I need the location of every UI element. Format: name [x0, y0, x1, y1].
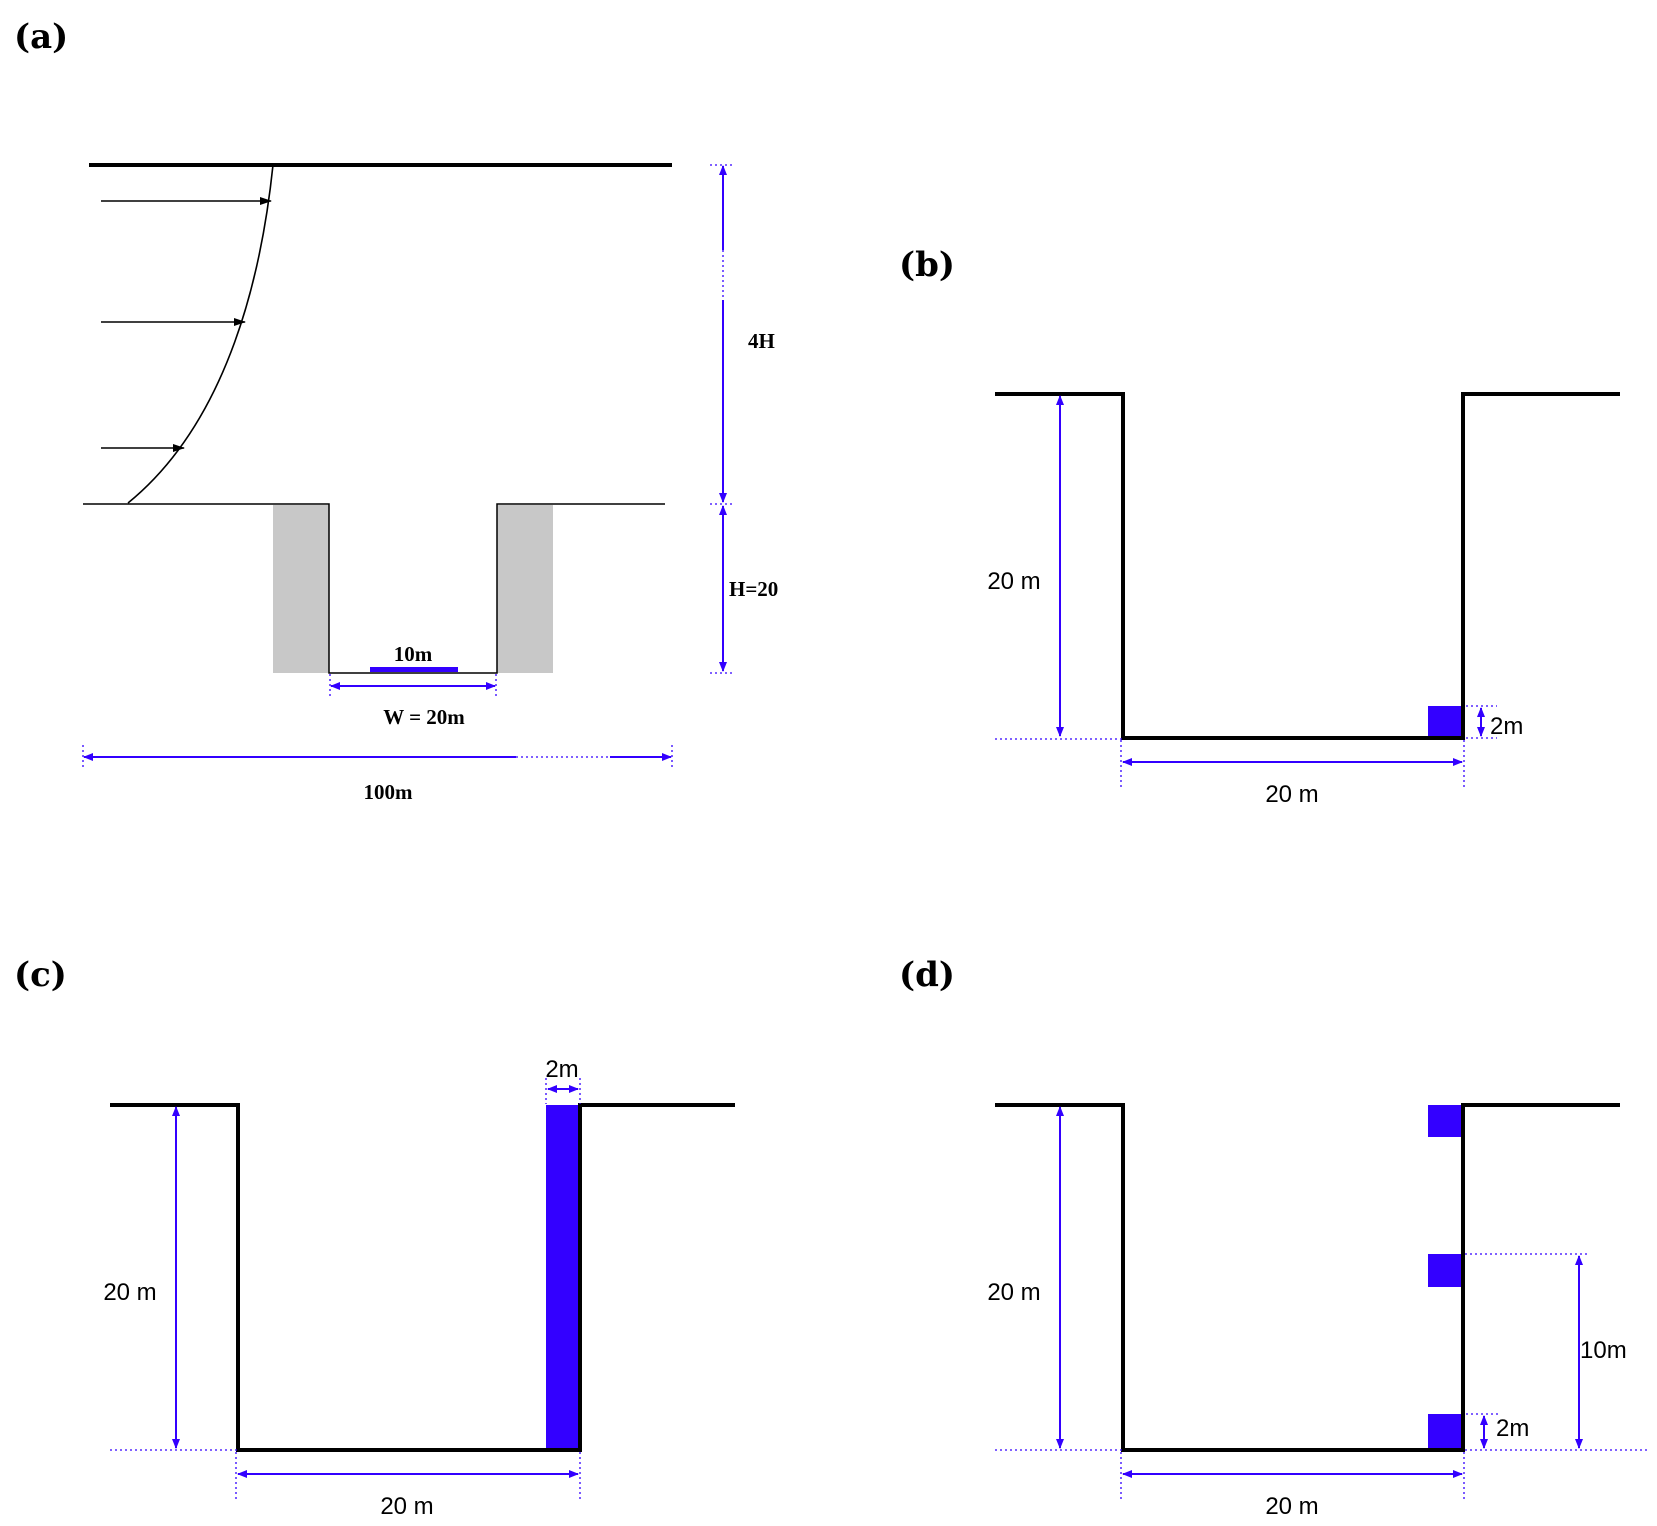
pollutant-source-wall	[546, 1105, 578, 1450]
block-height-label: 2m	[1490, 713, 1523, 740]
canyon-width-label: W = 20m	[383, 705, 465, 729]
width-label: 20 m	[1265, 781, 1318, 808]
panel-c-label: (c)	[14, 955, 67, 995]
spacing-label: 10m	[1580, 1337, 1627, 1364]
height-h-label: H=20	[729, 577, 778, 601]
block-height-label: 2m	[1496, 1415, 1529, 1442]
panel-b: (b) 20 m 20 m 2m	[899, 245, 1620, 808]
panel-b-label: (b)	[899, 245, 955, 285]
inflow-profile-curve	[127, 164, 274, 504]
panel-c: (c) 20 m 20 m 2m	[14, 955, 735, 1520]
height-label: 20 m	[987, 568, 1040, 595]
panel-d: (d) 20 m 20 m 10m 2m	[899, 955, 1650, 1520]
canyon-outline	[110, 1103, 735, 1452]
pollutant-source-block	[1428, 706, 1461, 736]
canyon-outline	[995, 1103, 1620, 1452]
right-building	[497, 505, 553, 673]
pollutant-source-line	[370, 667, 458, 672]
pollutant-source-block	[1428, 1105, 1461, 1137]
domain-width-label: 100m	[364, 780, 414, 804]
panel-a: (a) 10m W = 20m 100m	[14, 17, 778, 804]
panel-a-label: (a)	[14, 17, 68, 57]
height-4h-label: 4H	[748, 329, 775, 353]
canyon-outline	[995, 392, 1620, 740]
pollutant-source-block	[1428, 1254, 1461, 1287]
pollutant-source-block	[1428, 1414, 1461, 1448]
left-building	[273, 505, 329, 673]
height-label: 20 m	[987, 1279, 1040, 1306]
source-width-label: 10m	[394, 642, 433, 666]
canyon-outline	[83, 503, 665, 674]
height-label: 20 m	[103, 1279, 156, 1306]
block-width-label: 2m	[545, 1056, 578, 1083]
width-label: 20 m	[380, 1493, 433, 1520]
panel-d-label: (d)	[899, 955, 955, 995]
width-label: 20 m	[1265, 1493, 1318, 1520]
